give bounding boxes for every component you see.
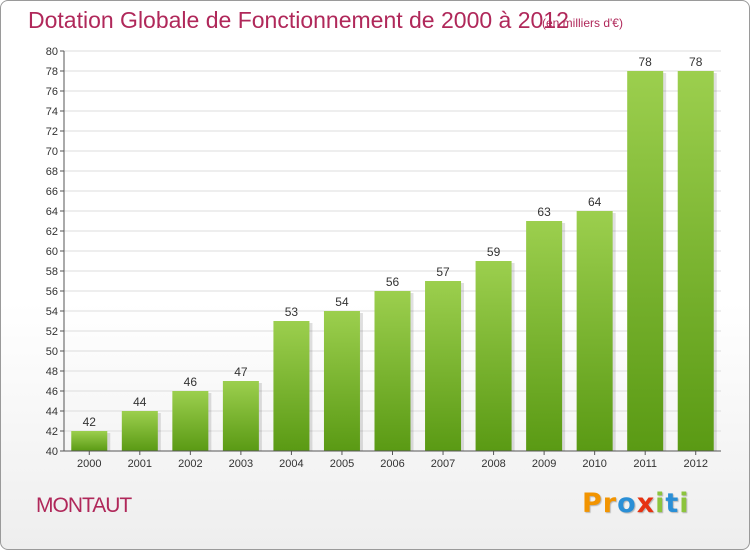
chart-subtitle: (en milliers d'€) <box>542 16 623 30</box>
bar-value-label: 56 <box>386 275 400 289</box>
x-tick-label: 2011 <box>633 458 657 470</box>
bar-value-label: 46 <box>184 375 198 389</box>
y-tick-label: 50 <box>46 346 58 358</box>
y-tick-label: 78 <box>46 66 58 78</box>
bar-value-label: 59 <box>487 245 501 259</box>
bar-value-label: 47 <box>234 365 248 379</box>
x-tick-label: 2005 <box>330 458 354 470</box>
x-tick-label: 2004 <box>279 458 303 470</box>
proxiti-logo[interactable]: Proxiti <box>582 488 690 519</box>
bars: 42 44 46 47 53 54 56 57 59 63 64 78 78 <box>71 55 717 451</box>
x-tick-label: 2010 <box>582 458 606 470</box>
y-tick-label: 52 <box>46 326 58 338</box>
logo-letter: i <box>655 488 666 519</box>
y-tick-label: 80 <box>46 46 58 58</box>
x-tick-label: 2012 <box>683 458 707 470</box>
x-tick-label: 2002 <box>178 458 202 470</box>
y-tick-label: 74 <box>46 106 58 118</box>
y-tick-label: 40 <box>46 446 58 458</box>
y-tick-label: 76 <box>46 86 58 98</box>
axes: 40 42 44 46 48 50 52 54 56 58 60 62 64 66 68 70 72 74 76 78… <box>46 46 721 470</box>
y-tick-label: 48 <box>46 366 58 378</box>
bar <box>374 291 411 451</box>
x-tick-label: 2008 <box>481 458 505 470</box>
bar <box>121 411 158 451</box>
logo-letter: r <box>602 488 618 519</box>
logo-letter: x <box>636 488 656 519</box>
y-tick-label: 44 <box>46 406 58 418</box>
logo-letter: i <box>679 488 690 519</box>
logo-letter: o <box>617 488 637 519</box>
y-tick-label: 68 <box>46 166 58 178</box>
logo-letter: P <box>582 488 603 519</box>
bar-value-label: 53 <box>285 305 299 319</box>
bar <box>425 281 462 451</box>
x-tick-label: 2003 <box>229 458 253 470</box>
bar <box>526 221 563 451</box>
x-tick-label: 2006 <box>380 458 404 470</box>
bar <box>172 391 209 451</box>
bar <box>71 431 108 451</box>
bar-value-label: 78 <box>689 55 703 69</box>
y-tick-label: 58 <box>46 266 58 278</box>
chart-title: Dotation Globale de Fonctionnement de 20… <box>28 7 569 33</box>
y-tick-label: 62 <box>46 226 58 238</box>
bar-value-label: 78 <box>639 55 653 69</box>
commune-name: MONTAUT <box>36 494 132 517</box>
bar <box>323 311 360 451</box>
y-tick-label: 56 <box>46 286 58 298</box>
bar-value-label: 42 <box>83 415 97 429</box>
bar <box>677 71 714 451</box>
bar-value-label: 64 <box>588 195 602 209</box>
y-tick-label: 46 <box>46 386 58 398</box>
y-tick-label: 72 <box>46 126 58 138</box>
bar-value-label: 54 <box>335 295 349 309</box>
y-tick-label: 60 <box>46 246 58 258</box>
bar-value-label: 57 <box>436 265 450 279</box>
y-tick-label: 66 <box>46 186 58 198</box>
x-tick-label: 2007 <box>431 458 455 470</box>
x-tick-label: 2001 <box>128 458 152 470</box>
y-tick-label: 54 <box>46 306 58 318</box>
bar <box>222 381 259 451</box>
bar <box>576 211 613 451</box>
x-tick-label: 2009 <box>532 458 556 470</box>
bar <box>475 261 512 451</box>
y-tick-label: 64 <box>46 206 58 218</box>
y-tick-label: 70 <box>46 146 58 158</box>
bar <box>627 71 664 451</box>
bar <box>273 321 310 451</box>
y-tick-label: 42 <box>46 426 58 438</box>
logo-letter: t <box>665 488 680 519</box>
bar-value-label: 63 <box>537 205 551 219</box>
x-tick-label: 2000 <box>77 458 101 470</box>
bar-value-label: 44 <box>133 395 147 409</box>
